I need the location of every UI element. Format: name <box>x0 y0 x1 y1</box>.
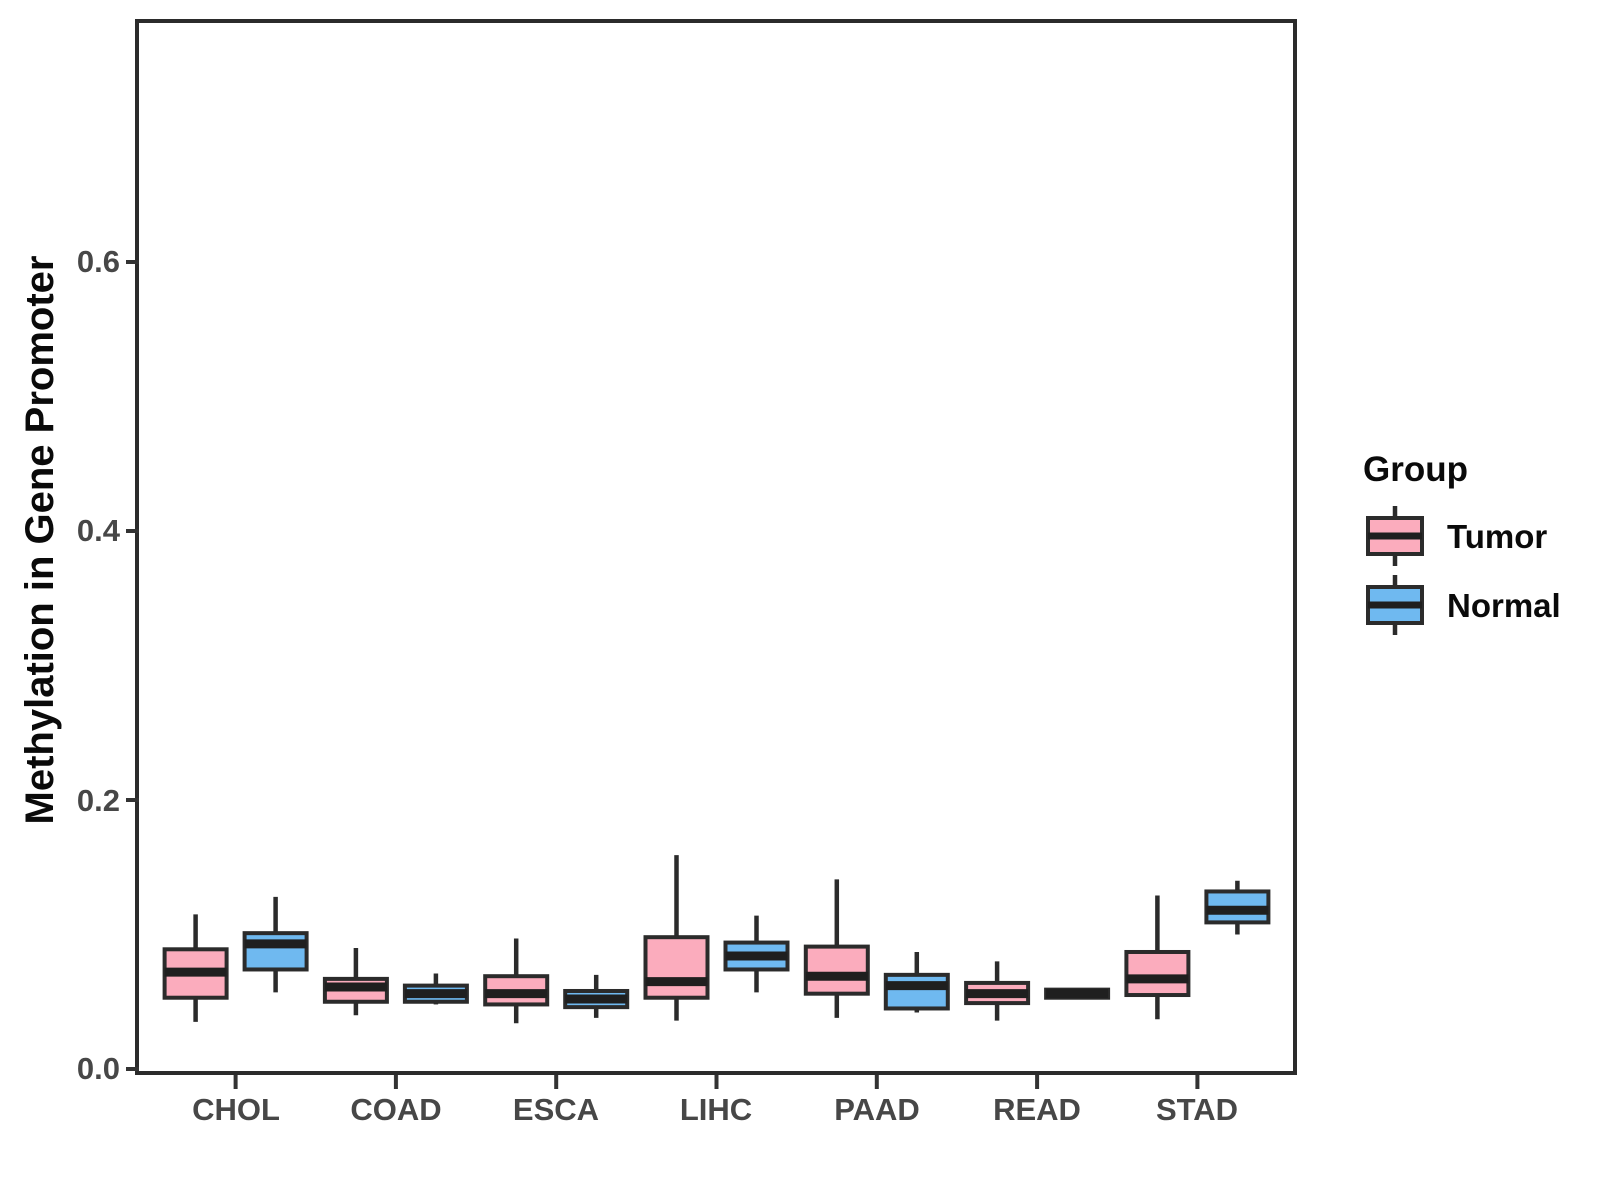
x-category-label-paad: PAAD <box>834 1092 920 1127</box>
x-category-label-esca: ESCA <box>512 1092 600 1127</box>
boxplot-paad-tumor-box <box>803 944 870 996</box>
plot-panel <box>135 19 1297 1075</box>
x-category-label-coad: COAD <box>350 1092 442 1127</box>
boxplot-chol-normal-box <box>242 931 309 972</box>
y-tick-label-0.4: 0.4 <box>76 513 120 548</box>
legend-label-normal: Normal <box>1447 587 1561 624</box>
boxplot-lihc-tumor-box <box>643 935 710 1000</box>
y-tick-label-0.0: 0.0 <box>76 1051 120 1086</box>
boxplot-stad-tumor-box <box>1124 949 1191 998</box>
y-tick-label-0.2: 0.2 <box>76 783 120 818</box>
legend-label-tumor: Tumor <box>1447 518 1548 555</box>
x-category-label-read: READ <box>993 1092 1081 1127</box>
boxplot-paad-normal-box <box>883 972 950 1011</box>
y-tick-label-0.6: 0.6 <box>76 244 120 279</box>
x-category-label-chol: CHOL <box>192 1092 280 1127</box>
legend-title: Group <box>1363 450 1468 489</box>
x-category-label-stad: STAD <box>1155 1092 1239 1127</box>
x-category-label-lihc: LIHC <box>679 1092 753 1127</box>
